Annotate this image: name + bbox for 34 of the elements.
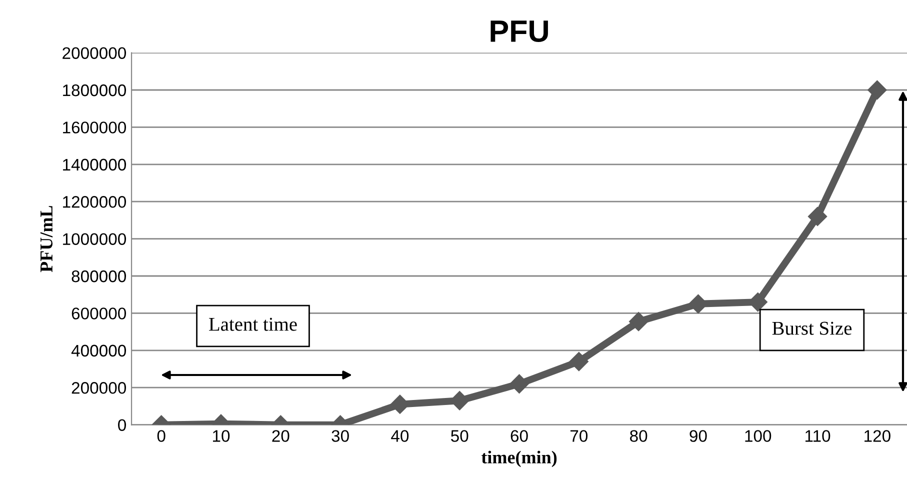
x-tick-label: 30 xyxy=(332,430,349,442)
y-tick-label: 1200000 xyxy=(63,196,126,208)
x-tick-label: 20 xyxy=(272,430,290,442)
x-tick-label: 110 xyxy=(806,430,830,442)
x-tick-label: 90 xyxy=(690,430,707,442)
point xyxy=(808,206,828,226)
x-tick-label: 60 xyxy=(510,430,528,442)
y-tick-label: 1400000 xyxy=(63,158,126,171)
y-tick-label: 0 xyxy=(118,419,126,432)
x-tick-label: 0 xyxy=(157,430,166,442)
annotation: Burst Size xyxy=(772,322,852,335)
x-axis-title: time(min) xyxy=(481,450,557,468)
point xyxy=(629,312,648,332)
point xyxy=(569,352,588,372)
x-tick-label: 80 xyxy=(630,430,648,442)
y-tick-label: 400000 xyxy=(71,344,126,357)
y-axis-title: PFU/mL xyxy=(40,206,53,272)
point xyxy=(510,374,529,394)
y-tick-label: 1600000 xyxy=(63,122,126,134)
x-tick-label: 10 xyxy=(212,430,230,442)
x-tick-label: 70 xyxy=(570,430,588,442)
y-tick-label: 800000 xyxy=(72,270,126,282)
y-tick-label: 200000 xyxy=(72,382,126,394)
y-tick-label: 1000000 xyxy=(63,233,126,246)
annotation: Latent time xyxy=(209,318,297,331)
x-tick-label: 40 xyxy=(391,430,409,442)
y-tick-label: 1800000 xyxy=(63,84,126,96)
x-tick-label: 120 xyxy=(864,430,890,442)
chart-title: PFU xyxy=(490,20,548,42)
x-tick-label: 50 xyxy=(451,430,468,442)
point xyxy=(868,80,887,100)
y-tick-label: 600000 xyxy=(72,308,126,320)
x-tick-label: 100 xyxy=(745,430,772,442)
y-tick-label: 2000000 xyxy=(62,47,126,60)
